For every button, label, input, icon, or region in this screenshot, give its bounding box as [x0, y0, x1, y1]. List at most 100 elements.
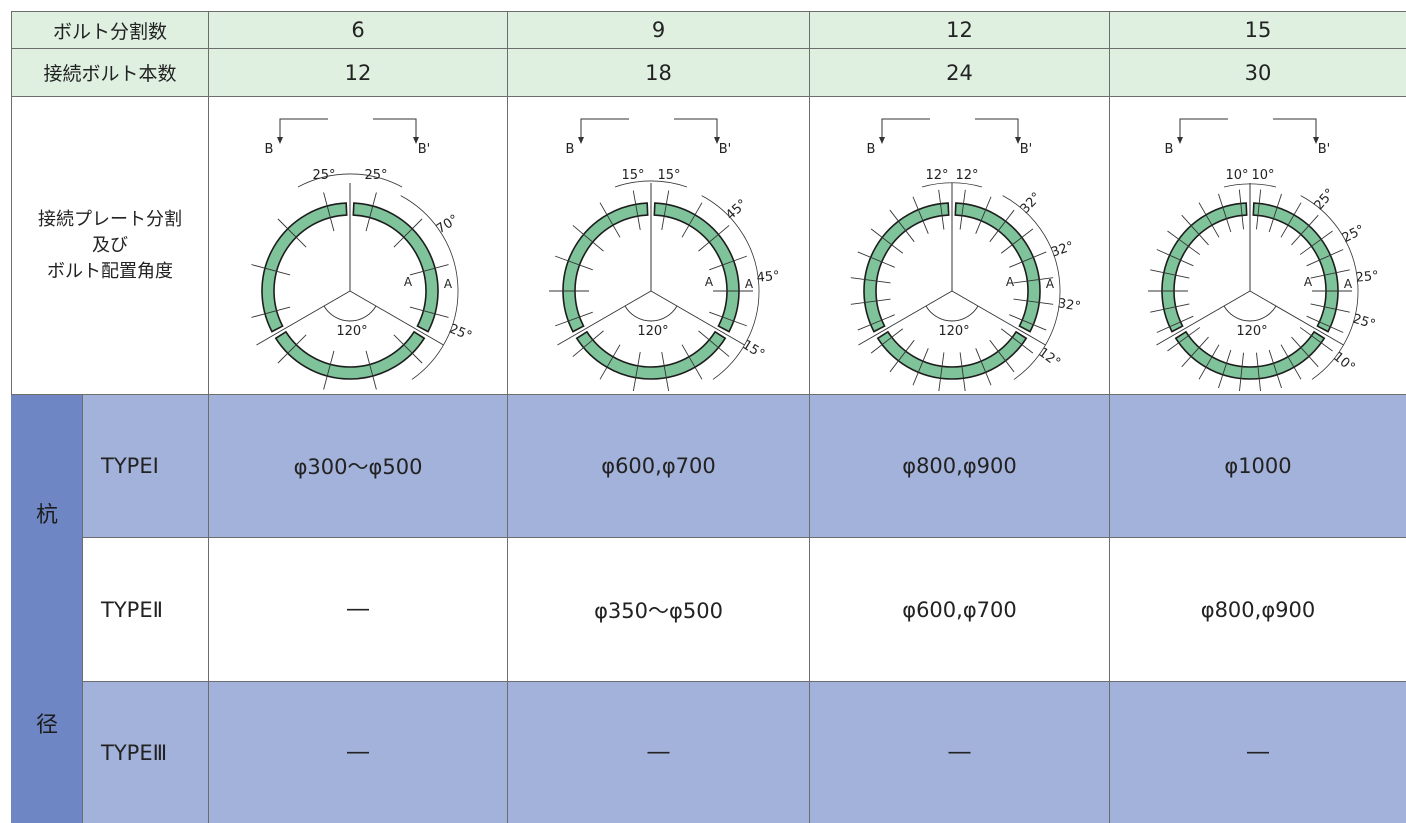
section-arrow-right	[1313, 136, 1319, 144]
diagram-cell-1: B B' 120° 25° 25° 70° 25° A A	[209, 97, 508, 395]
side-angle-label: 10°	[1330, 349, 1357, 375]
bolt-line	[697, 224, 729, 251]
side-angle-label: 12°	[1035, 345, 1062, 371]
bolt-line	[1299, 230, 1333, 255]
diameter-char: 径	[35, 713, 58, 738]
bolt-line	[554, 311, 593, 326]
type-3-label: TYPEⅢ	[83, 682, 209, 823]
connection-plate	[274, 330, 426, 380]
center-angle-label: 120°	[637, 324, 668, 339]
bolt-line	[277, 218, 307, 247]
top-dimension-arc	[614, 180, 687, 187]
bolt-line	[1012, 276, 1053, 283]
type-1-col-3: φ800,φ900	[810, 395, 1110, 538]
bolt-line	[697, 330, 729, 357]
bolt-line	[959, 351, 966, 391]
diagram-cell-2: B B' 120° 15° 15° 45° 45° 15° A A	[508, 97, 810, 395]
bolt-line	[870, 327, 903, 353]
side-angle-label: 32°	[1017, 189, 1044, 216]
bolt-line	[857, 251, 895, 268]
center-angle-arc	[1223, 305, 1277, 321]
connection-plate	[575, 330, 726, 380]
bolt-line	[1181, 336, 1209, 367]
section-arrow-left	[1177, 136, 1183, 144]
side-dimension-arc	[1300, 194, 1359, 380]
type-2-label: TYPEⅡ	[83, 538, 209, 682]
section-label-right: B'	[1019, 142, 1032, 157]
plate-diagram-12: B B'120°12° 12°32°32°32°12°A A	[850, 118, 1081, 391]
section-line-right	[673, 118, 717, 141]
bolt-line	[1008, 251, 1046, 268]
top-angle-left: 12°	[925, 168, 948, 183]
bolt-line	[632, 189, 641, 230]
plate-division-label-line1: 接続プレート分割	[38, 208, 182, 230]
bolt-line	[1156, 315, 1194, 333]
bolt-line	[988, 339, 1014, 372]
section-mark-a-outer: A	[444, 277, 453, 291]
joint-line	[857, 290, 952, 345]
bolt-line	[1150, 302, 1190, 313]
bolt-line	[1000, 327, 1033, 353]
section-arrow-right	[1014, 136, 1021, 144]
bolt-line	[1291, 214, 1319, 245]
section-line-left	[1179, 118, 1228, 141]
connection-plate	[652, 201, 740, 333]
bolt-line	[1299, 326, 1333, 351]
pile-char: 杭	[35, 503, 58, 528]
bolt-line	[323, 350, 335, 390]
bolt-line	[1150, 268, 1190, 279]
type-1-col-2: φ600,φ700	[508, 395, 810, 538]
section-mark-a-inner: A	[1005, 275, 1014, 289]
side-angle-label: 25°	[1351, 311, 1377, 332]
bolt-line	[277, 334, 307, 363]
plate-division-label-line2: 及び	[92, 234, 128, 256]
bolt-line	[660, 351, 669, 391]
section-arrow-right	[713, 136, 720, 144]
divisions-col-3: 12	[810, 11, 1110, 49]
section-mark-a-outer: A	[1045, 277, 1054, 291]
bolt-line	[1256, 352, 1261, 391]
section-line-left	[580, 118, 629, 141]
side-angle-label: 45°	[756, 268, 780, 285]
bolt-line	[889, 209, 915, 242]
type-1-col-1: φ300～φ500	[209, 395, 508, 538]
side-angle-label: 25°	[1340, 222, 1367, 246]
section-mark-a-inner: A	[1304, 275, 1313, 289]
joint-line	[951, 290, 1046, 345]
side-angle-label: 25°	[1355, 268, 1379, 285]
section-arrow-right	[413, 136, 419, 144]
bolt-line	[937, 351, 944, 391]
side-angle-label: 70°	[434, 212, 461, 237]
section-label-left: B	[265, 142, 274, 157]
center-angle-label: 120°	[938, 324, 969, 339]
section-label-right: B'	[1318, 142, 1331, 157]
bolt-line	[1239, 352, 1244, 391]
bolt-line	[1218, 349, 1232, 388]
bolt-line	[1008, 313, 1046, 330]
section-label-left: B	[565, 142, 574, 157]
bolt-line	[1268, 193, 1282, 232]
bolt-line	[1000, 228, 1033, 254]
type-2-col-3: φ600,φ700	[810, 538, 1110, 682]
top-angle-left: 15°	[621, 168, 644, 183]
top-angle-right: 15°	[657, 168, 680, 183]
bolt-line	[1156, 248, 1194, 266]
side-angle-label: 32°	[1049, 238, 1076, 260]
bolt-line	[889, 339, 915, 372]
side-dimension-arc	[1002, 194, 1060, 380]
type-1-label: TYPEⅠ	[83, 395, 209, 538]
bolt-line	[365, 350, 377, 390]
type-2-col-4: φ800,φ900	[1110, 538, 1406, 682]
divisions-col-1: 6	[209, 11, 508, 49]
bolts-col-4: 30	[1110, 49, 1406, 97]
connection-plate	[862, 201, 950, 333]
bolt-line	[870, 228, 903, 254]
type-1-col-4: φ1000	[1110, 395, 1406, 538]
diagram-cell-3: B B' 120° 12° 12° 32° 32° 32° 12° A A	[810, 97, 1110, 395]
center-angle-label: 120°	[336, 324, 367, 339]
bolt-line	[681, 343, 702, 380]
bolt-line	[632, 351, 641, 391]
bolt-line	[1256, 189, 1262, 229]
bolt-line	[365, 191, 377, 231]
connection-plate	[953, 201, 1041, 333]
